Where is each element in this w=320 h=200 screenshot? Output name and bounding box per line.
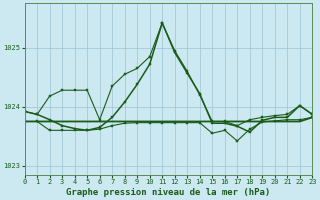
X-axis label: Graphe pression niveau de la mer (hPa): Graphe pression niveau de la mer (hPa) — [66, 188, 271, 197]
